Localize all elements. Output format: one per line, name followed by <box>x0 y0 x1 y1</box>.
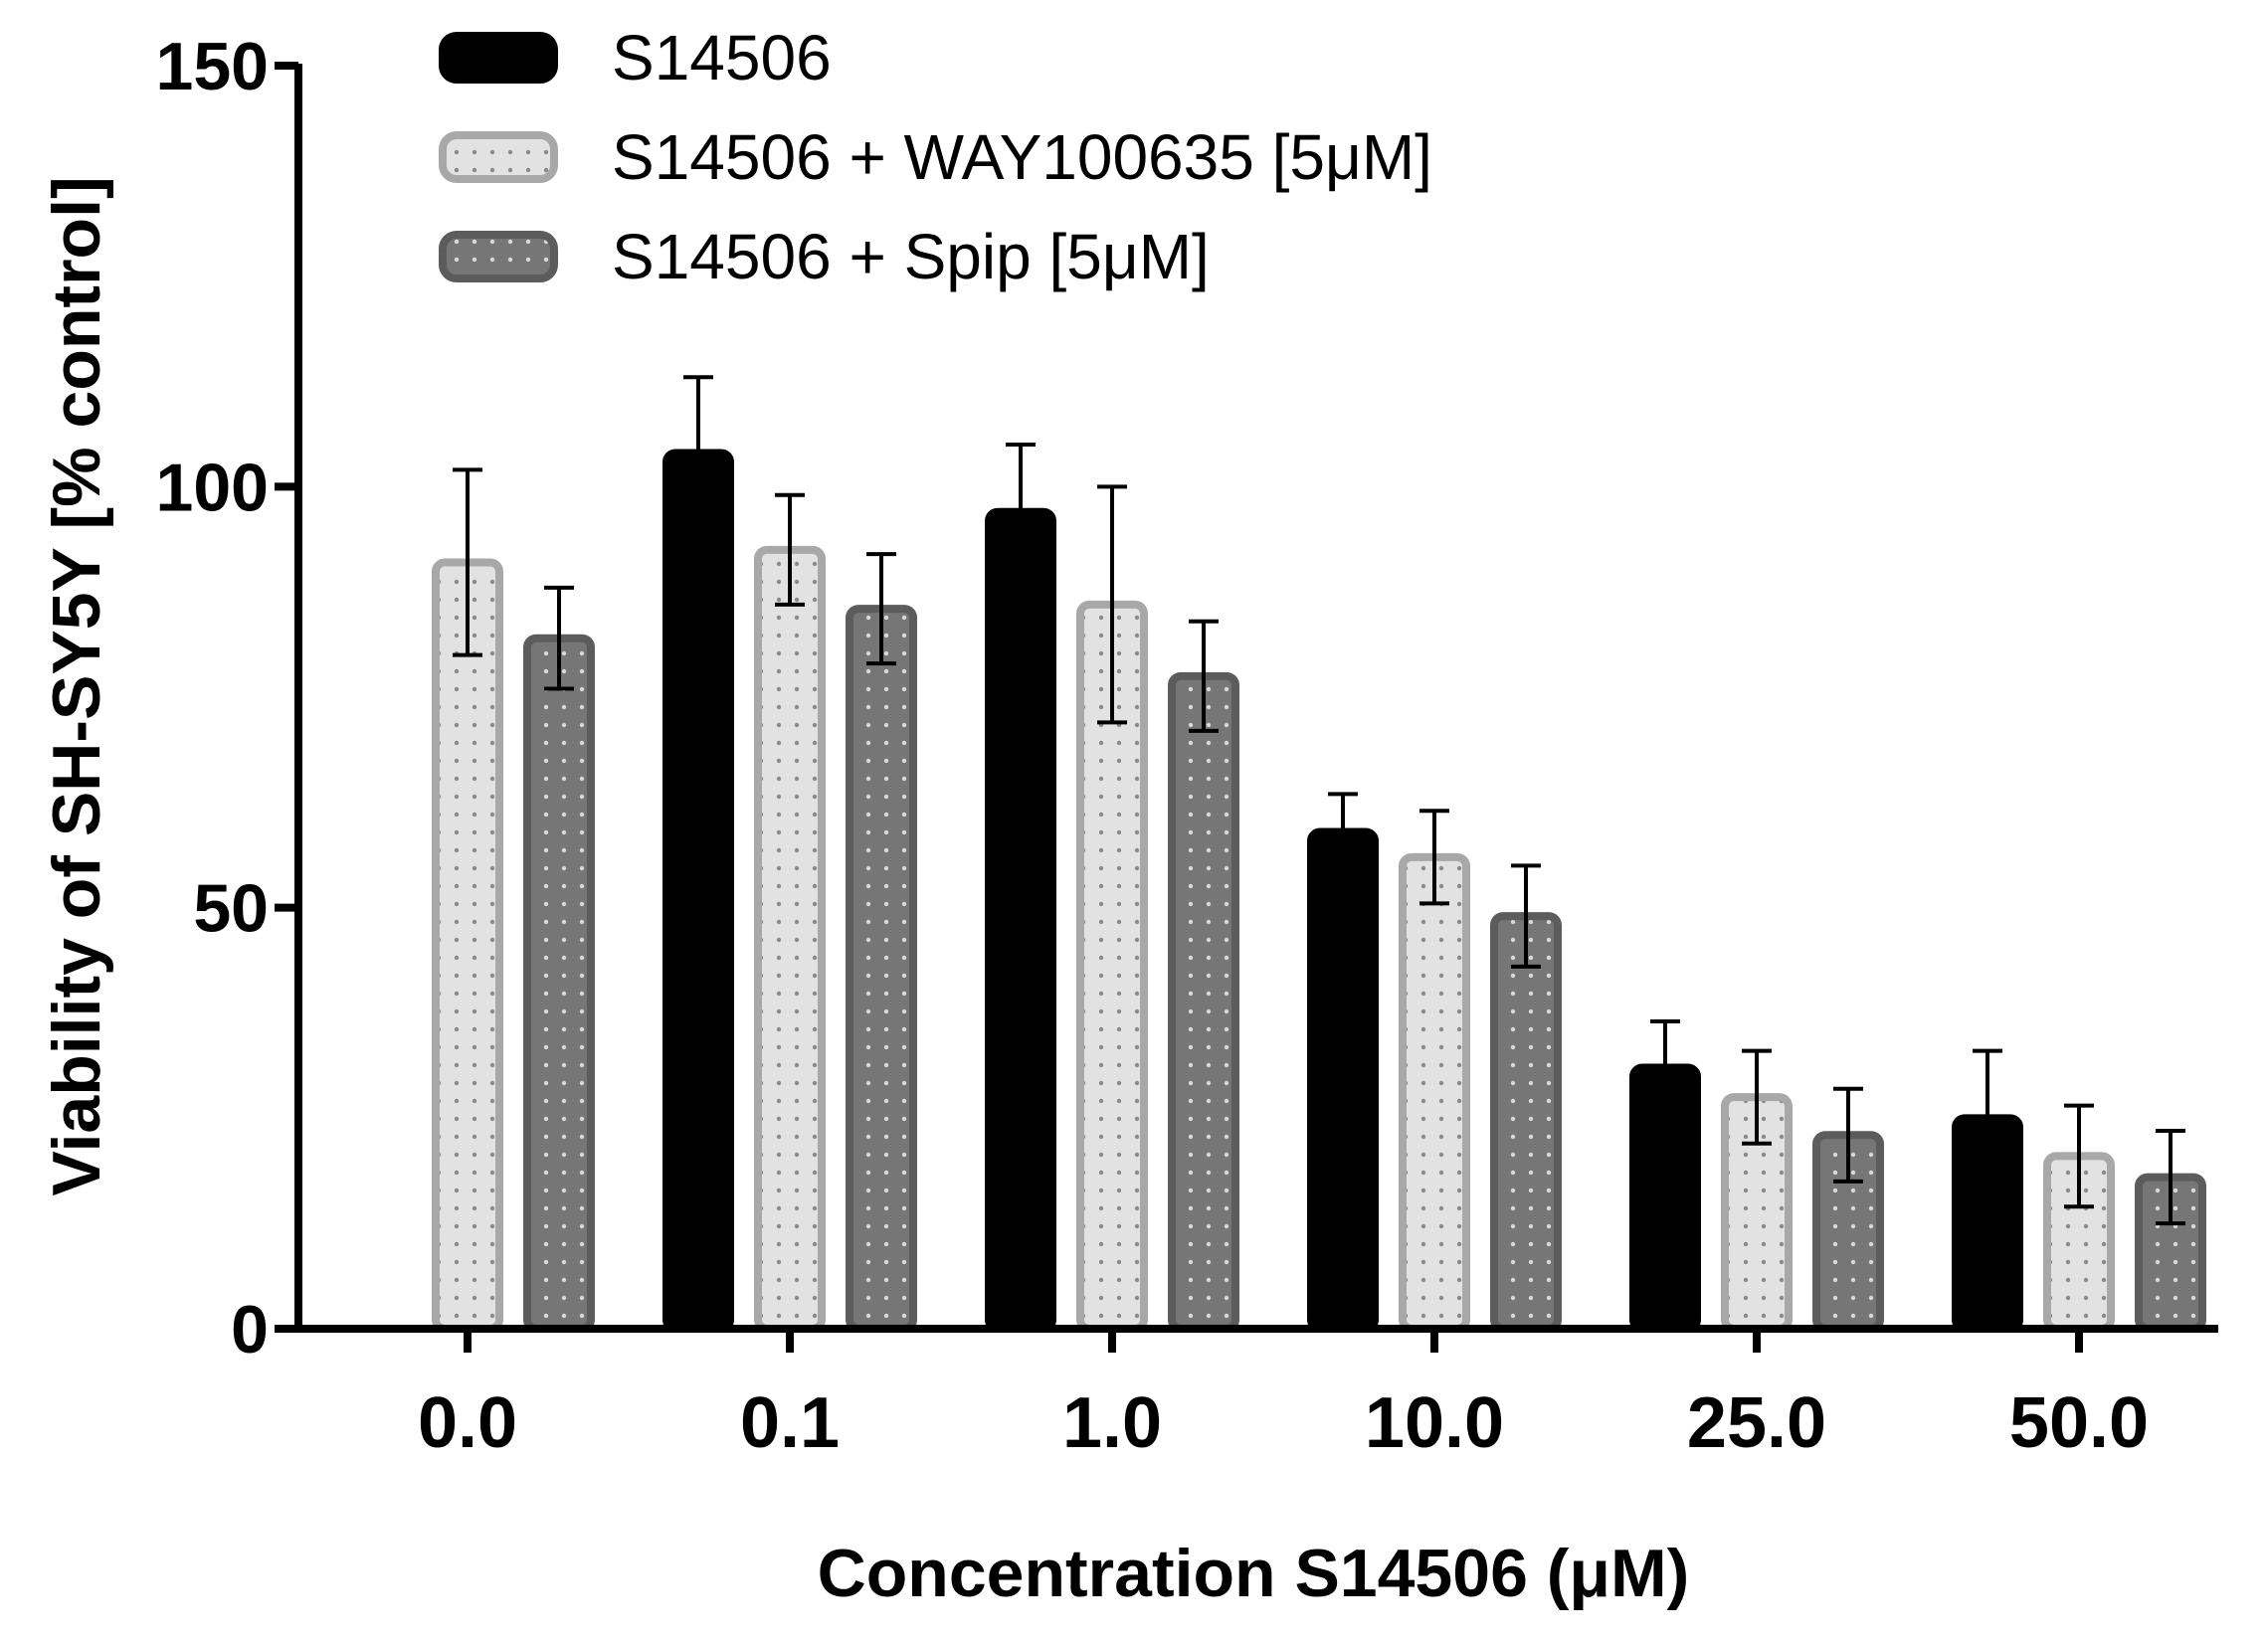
y-tick-label: 150 <box>156 29 269 104</box>
error-bar-1-1 <box>775 492 805 607</box>
bar-2-0 <box>523 634 595 1333</box>
error-bar-2-1 <box>866 552 896 666</box>
legend: S14506 S14506 + WAY100635 [5μM] S14506 + S… <box>439 22 1432 292</box>
y-tick-label: 100 <box>156 450 269 525</box>
y-ticks-layer: 0 50 100 150 <box>156 29 298 1368</box>
bar-1-3 <box>1399 852 1470 1333</box>
bar-0-1 <box>662 449 734 1333</box>
legend-item-0: S14506 <box>439 22 832 93</box>
error-bar-2-3 <box>1511 863 1541 969</box>
bar-0-2 <box>985 507 1056 1333</box>
legend-label: S14506 <box>612 22 832 93</box>
x-tick-label: 25.0 <box>1687 1383 1826 1463</box>
error-bar-2-2 <box>1189 619 1219 733</box>
bar-2-1 <box>846 605 917 1333</box>
bar-2-2 <box>1168 671 1239 1333</box>
legend-label: S14506 + Spip [5μM] <box>612 221 1210 292</box>
y-tick-label: 50 <box>193 871 269 947</box>
bar-1-0 <box>432 558 503 1333</box>
bar-1-1 <box>754 545 826 1333</box>
error-bar-0-1 <box>683 375 713 531</box>
error-bar-0-4 <box>1650 1018 1680 1117</box>
legend-swatch <box>439 32 558 84</box>
error-bar-1-2 <box>1097 484 1127 725</box>
axes-layer <box>294 64 2218 1333</box>
x-tick-label: 1.0 <box>1062 1383 1162 1463</box>
x-tick-label: 0.0 <box>418 1383 517 1463</box>
error-bar-2-5 <box>2156 1129 2185 1226</box>
error-bar-2-0 <box>544 585 574 691</box>
bar-0-3 <box>1307 827 1379 1333</box>
error-bar-0-3 <box>1328 792 1358 872</box>
x-tick-label: 50.0 <box>2009 1383 2149 1463</box>
error-bar-0-5 <box>1973 1048 2002 1188</box>
error-bar-1-5 <box>2064 1103 2094 1209</box>
error-bars-layer <box>453 375 2185 1226</box>
x-tick-label: 10.0 <box>1365 1383 1504 1463</box>
error-bar-0-2 <box>1006 443 1036 582</box>
legend-label: S14506 + WAY100635 [5μM] <box>612 121 1432 193</box>
y-tick-label: 0 <box>231 1292 269 1368</box>
error-bar-2-4 <box>1833 1086 1863 1184</box>
error-bar-1-4 <box>1742 1048 1772 1146</box>
y-axis-title: Viability of SH-SY5Y [% control] <box>39 176 114 1195</box>
legend-item-2: S14506 + Spip [5μM] <box>439 221 1210 292</box>
x-tick-label: 0.1 <box>740 1383 840 1463</box>
legend-swatch <box>439 231 558 282</box>
legend-item-1: S14506 + WAY100635 [5μM] <box>439 121 1432 193</box>
error-bar-1-0 <box>453 467 482 657</box>
bar-2-3 <box>1490 912 1562 1334</box>
bars-layer <box>432 449 2206 1334</box>
x-axis-title: Concentration S14506 (μM) <box>818 1536 1690 1611</box>
x-ticks-layer: 0.0 0.1 1.0 10.0 25.0 50.0 <box>418 1329 2149 1463</box>
error-bar-1-3 <box>1419 809 1449 906</box>
legend-swatch <box>439 131 558 183</box>
